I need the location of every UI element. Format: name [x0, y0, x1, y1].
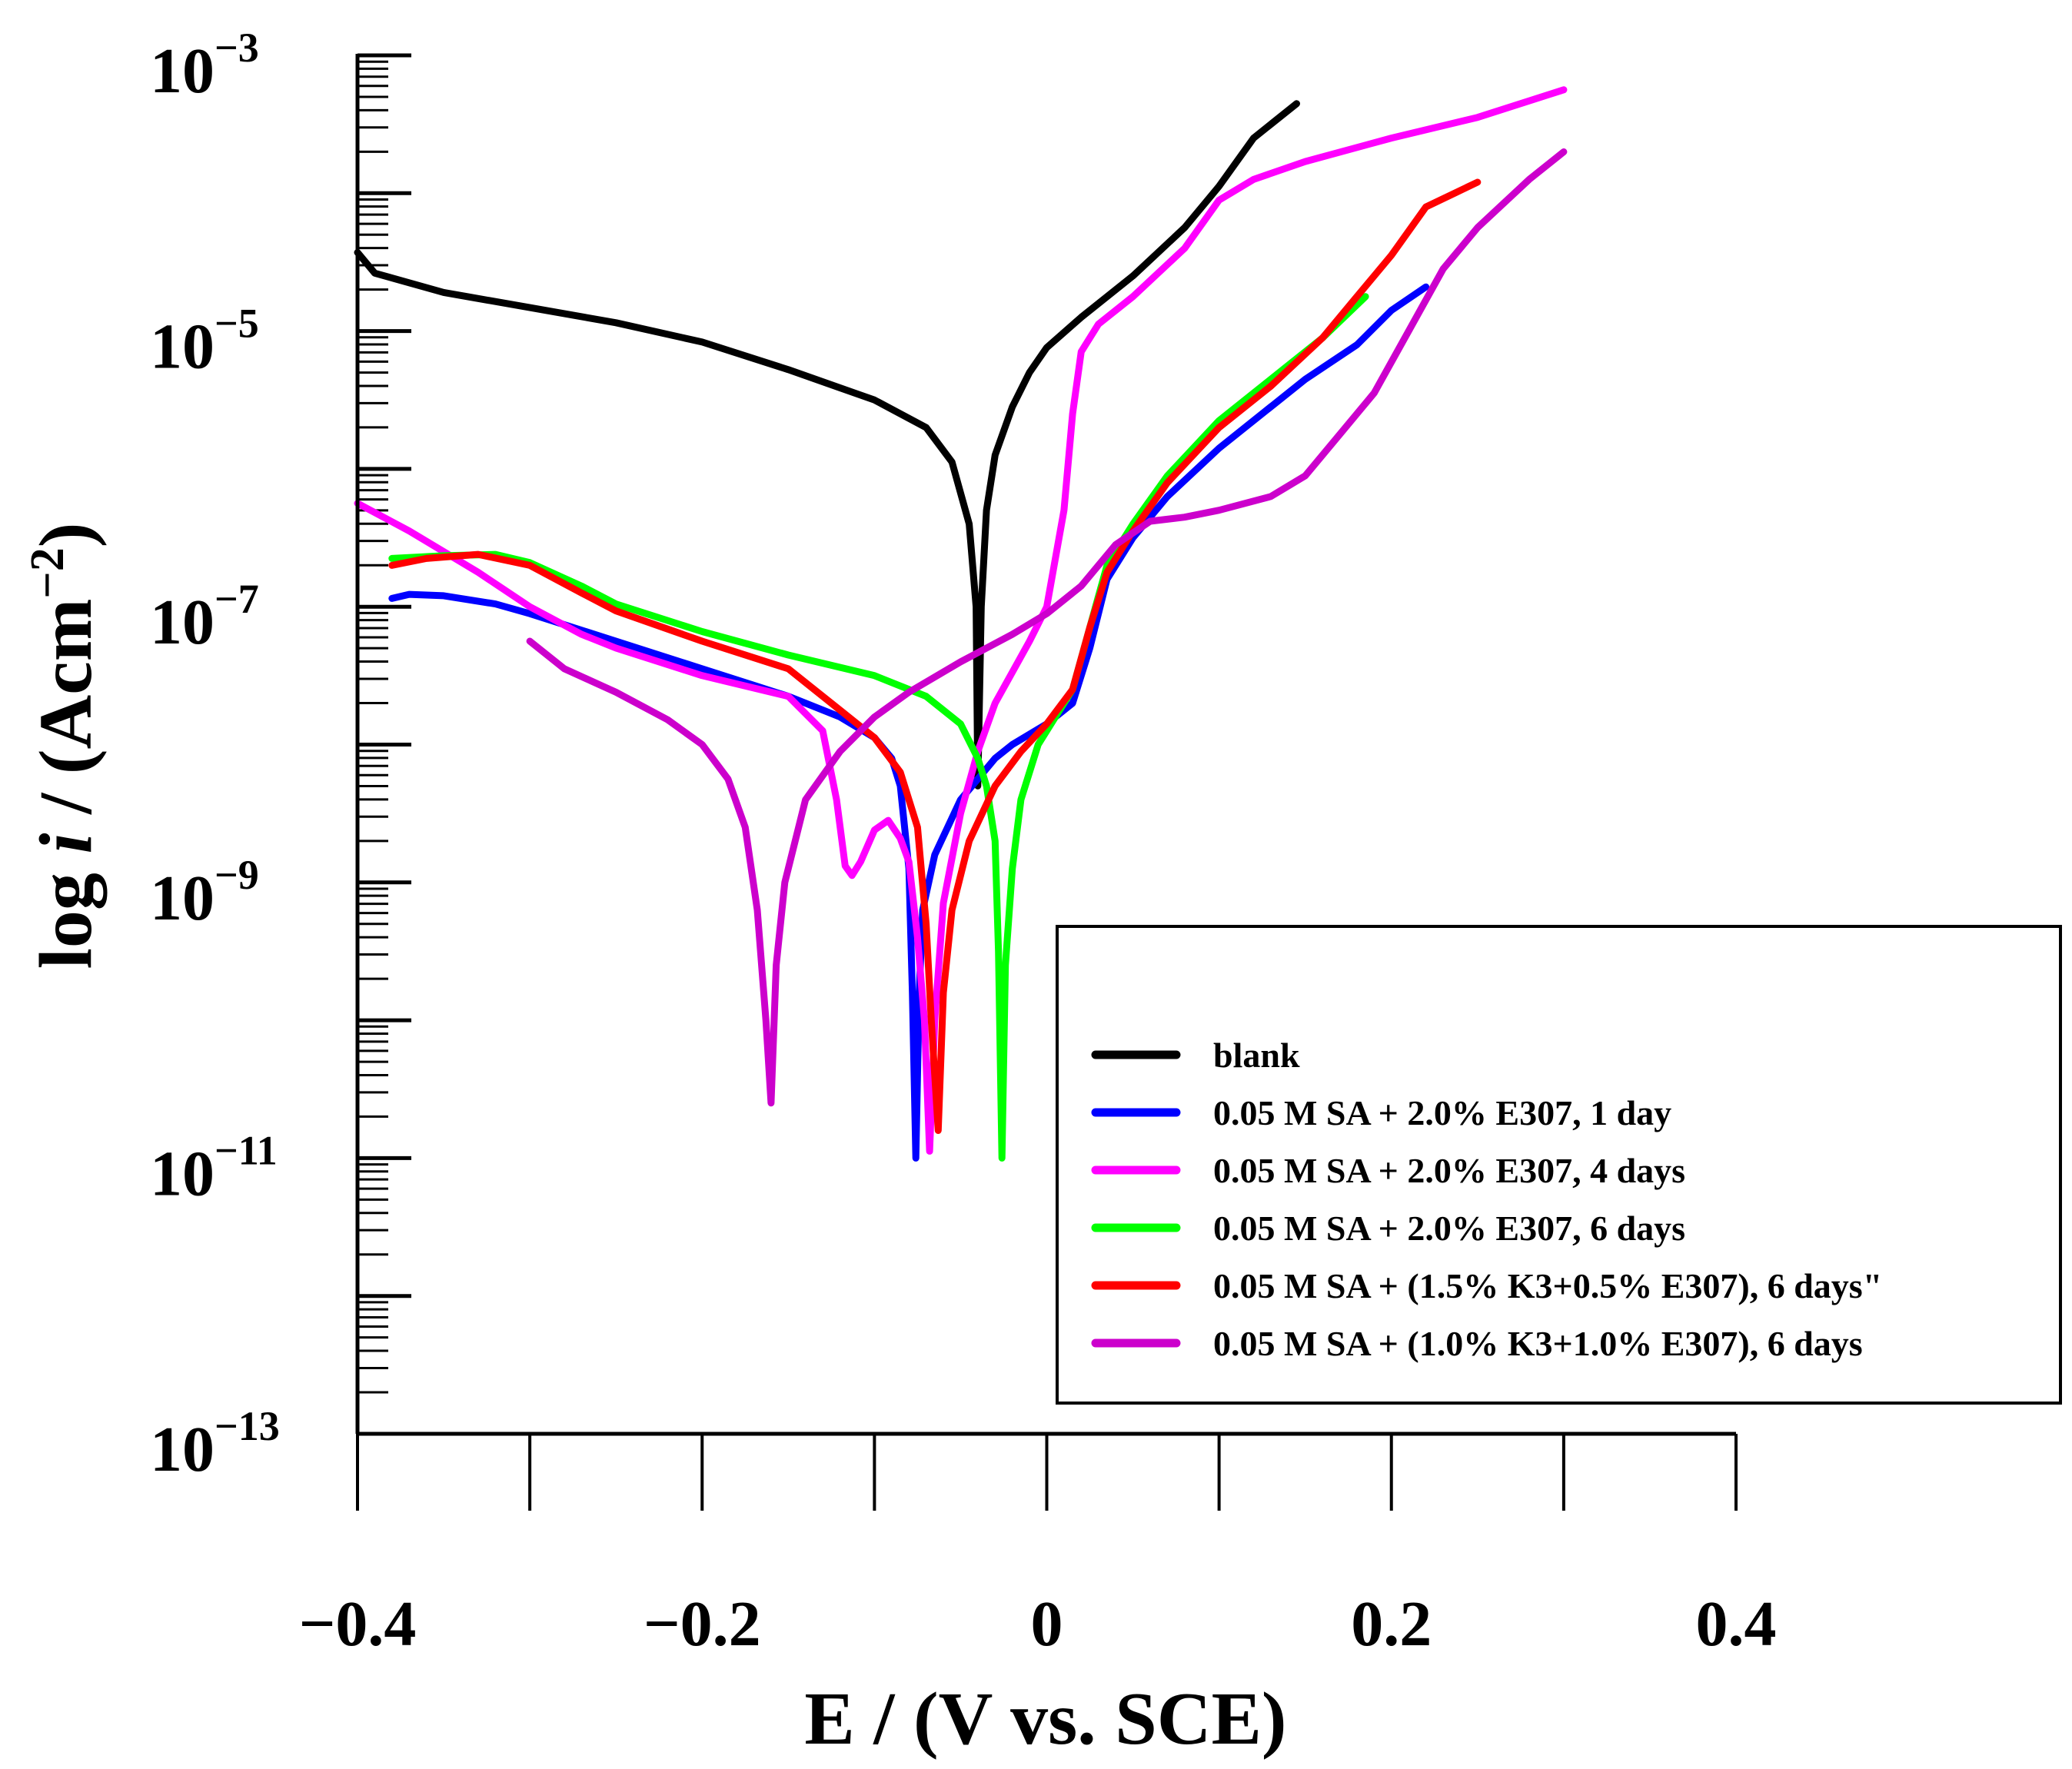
axis-ticks-layer — [356, 53, 1738, 1511]
y-tick-label: 10−9 — [150, 852, 259, 934]
series-line-1 — [354, 100, 1300, 790]
legend-label: 0.05 M SA + (1.5% K3+0.5% E307), 6 days" — [1213, 1266, 1882, 1305]
y-axis-title: log i / (Acm−2) — [22, 523, 108, 969]
x-tick-label: 0 — [1031, 1588, 1063, 1660]
series-line-6 — [526, 148, 1568, 1107]
x-tick-labels: −0.4 −0.2 0 0.2 0.4 — [299, 1588, 1777, 1660]
legend-label: blank — [1213, 1036, 1300, 1075]
legend: blank 0.05 M SA + 2.0% E307, 1 day 0.05 M … — [1056, 925, 2062, 1405]
x-tick-label: 0.4 — [1696, 1588, 1777, 1660]
y-tick-label: 10−11 — [150, 1127, 278, 1209]
y-tick-label: 10−13 — [150, 1403, 280, 1485]
series-line-4 — [388, 293, 1369, 1162]
legend-label: 0.05 M SA + 2.0% E307, 4 days — [1213, 1151, 1685, 1190]
legend-box — [1056, 925, 2062, 1405]
x-tick-label: −0.4 — [299, 1588, 417, 1660]
legend-entries: blank 0.05 M SA + 2.0% E307, 1 day 0.05 M … — [1091, 1036, 1882, 1363]
legend-label: 0.05 M SA + 2.0% E307, 1 day — [1213, 1093, 1671, 1132]
y-tick-labels: 10−3 10−5 10−7 10−9 10−11 10−13 — [150, 25, 280, 1485]
series-line-5 — [388, 178, 1482, 1134]
legend-label: 0.05 M SA + 2.0% E307, 6 days — [1213, 1209, 1685, 1248]
series-line-3 — [354, 86, 1568, 1155]
y-tick-label: 10−3 — [150, 25, 259, 107]
x-axis-title: E / (V vs. SCE) — [804, 1678, 1286, 1761]
series-layer — [354, 86, 1568, 1162]
legend-label: 0.05 M SA + (1.0% K3+1.0% E307), 6 days — [1213, 1324, 1863, 1363]
y-tick-label: 10−5 — [150, 301, 259, 383]
y-tick-label: 10−7 — [150, 576, 259, 658]
x-tick-label: 0.2 — [1351, 1588, 1432, 1660]
x-tick-label: −0.2 — [644, 1588, 761, 1660]
